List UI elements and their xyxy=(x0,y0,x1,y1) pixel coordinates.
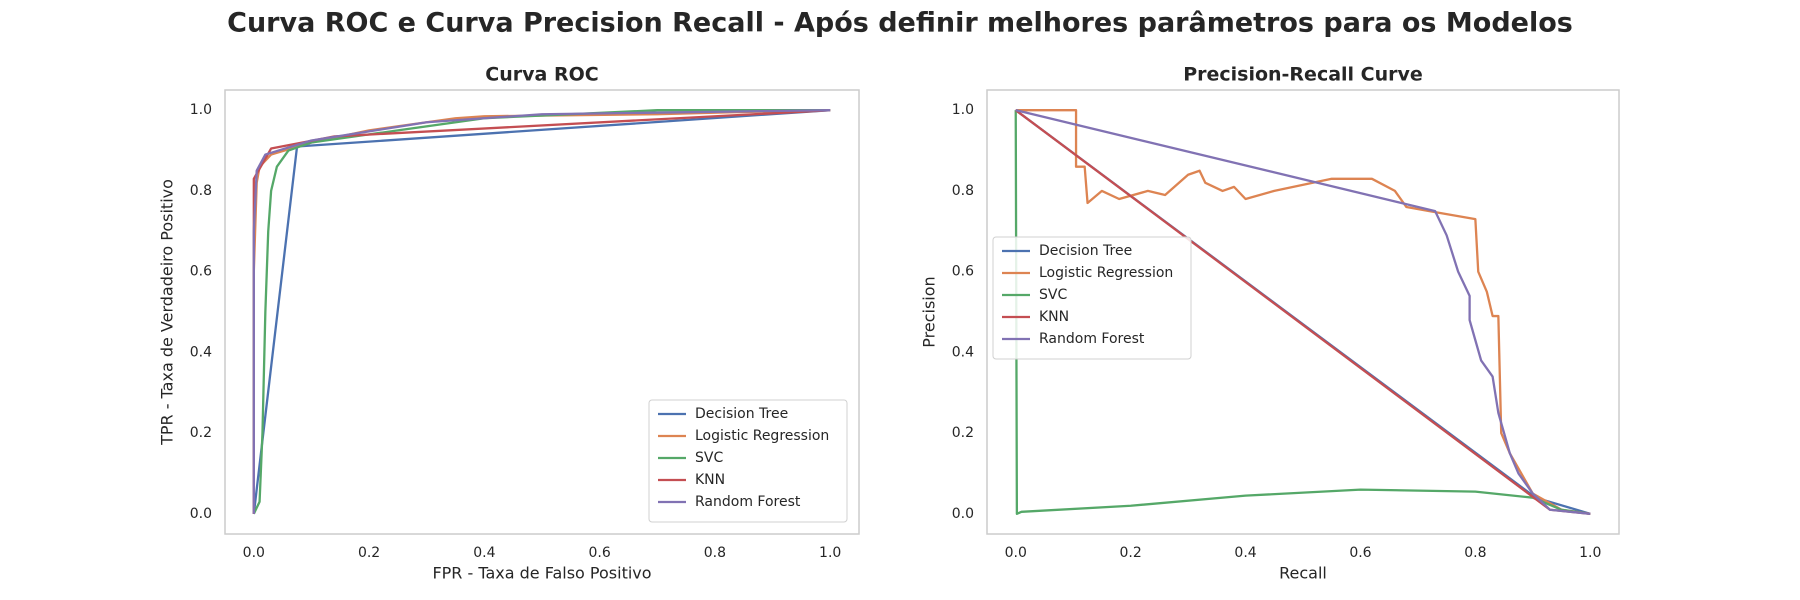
y-tick-label: 0.6 xyxy=(952,264,974,280)
subplot: Precision-Recall Curve Recall Precision 0.0… xyxy=(920,64,1620,583)
x-tick-label: 0.0 xyxy=(1005,545,1027,561)
subplot: Curva ROC FPR - Taxa de Falso Positivo TPR… xyxy=(158,64,860,583)
series-line xyxy=(252,109,831,514)
y-tick-label: 0.0 xyxy=(190,506,212,522)
legend-frame xyxy=(992,236,1192,360)
legend-label: KNN xyxy=(1039,309,1069,325)
legend-label: KNN xyxy=(695,472,725,488)
y-tick-label: 0.8 xyxy=(952,183,974,199)
y-tick-label: 0.2 xyxy=(190,425,212,441)
x-tick-label: 0.0 xyxy=(243,545,265,561)
series-line xyxy=(1015,109,1591,515)
legend-frame xyxy=(648,399,848,523)
y-axis-label: Precision xyxy=(920,276,939,347)
legend-label: SVC xyxy=(1039,287,1067,303)
x-tick-label: 0.2 xyxy=(358,545,380,561)
y-tick-label: 0.6 xyxy=(190,264,212,280)
legend-label: SVC xyxy=(695,450,723,466)
y-tick-label: 0.8 xyxy=(190,183,212,199)
x-tick-label: 1.0 xyxy=(1579,545,1601,561)
legend-label: Logistic Regression xyxy=(695,428,829,444)
x-tick-label: 0.8 xyxy=(704,545,726,561)
legend-label: Decision Tree xyxy=(695,406,788,422)
y-tick-label: 0.2 xyxy=(952,425,974,441)
x-tick-label: 1.0 xyxy=(819,545,841,561)
y-tick-label: 0.0 xyxy=(952,506,974,522)
y-axis-label: TPR - Taxa de Verdadeiro Positivo xyxy=(158,179,177,446)
x-axis-label: Recall xyxy=(1279,564,1327,583)
subplot-title: Curva ROC xyxy=(485,64,598,86)
series-line xyxy=(1015,109,1591,515)
legend-label: Decision Tree xyxy=(1039,243,1132,259)
x-tick-label: 0.2 xyxy=(1120,545,1142,561)
x-tick-label: 0.6 xyxy=(589,545,611,561)
y-tick-label: 1.0 xyxy=(952,102,974,118)
y-tick-label: 1.0 xyxy=(190,102,212,118)
x-tick-label: 0.4 xyxy=(473,545,495,561)
subplot-title: Precision-Recall Curve xyxy=(1183,64,1423,86)
plot-frame xyxy=(986,89,1620,535)
x-tick-label: 0.4 xyxy=(1234,545,1256,561)
x-axis-label: FPR - Taxa de Falso Positivo xyxy=(432,564,651,583)
series-line xyxy=(1014,110,1591,515)
legend-label: Random Forest xyxy=(695,494,801,510)
x-tick-label: 0.6 xyxy=(1349,545,1371,561)
x-tick-label: 0.8 xyxy=(1464,545,1486,561)
y-tick-label: 0.4 xyxy=(952,344,974,360)
figure-title: Curva ROC e Curva Precision Recall - Apó… xyxy=(227,8,1573,39)
legend-label: Logistic Regression xyxy=(1039,265,1173,281)
legend: Decision Tree Logistic Regression SVC KNN Ra… xyxy=(648,399,848,523)
legend-label: Random Forest xyxy=(1039,331,1145,347)
y-tick-label: 0.4 xyxy=(190,344,212,360)
legend: Decision Tree Logistic Regression SVC KNN Ra… xyxy=(992,236,1192,360)
plot-frame xyxy=(224,89,860,535)
